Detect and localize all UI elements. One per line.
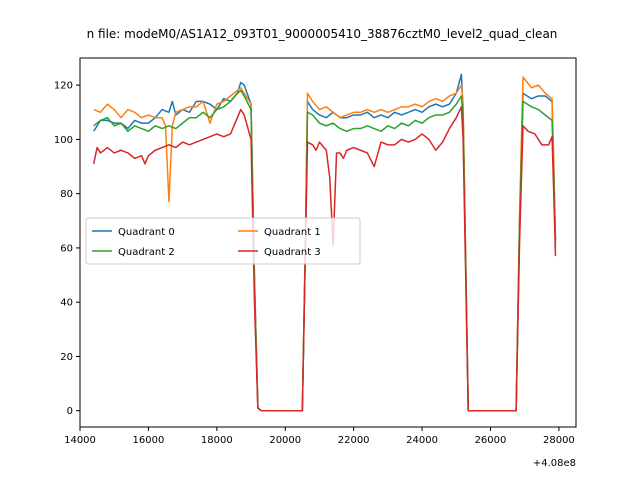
legend-items: Quadrant 0 Quadrant 1 Quadrant 2 Quadrant 3 bbox=[92, 227, 321, 258]
series-line-quadrant-3 bbox=[92, 106, 557, 412]
y-tick-label: 80 bbox=[60, 189, 73, 200]
x-axis: 14000 16000 18000 20000 22000 24000 26000 28000 bbox=[64, 427, 575, 446]
y-tick-label: 100 bbox=[54, 135, 73, 146]
legend-label: Quadrant 1 bbox=[264, 227, 321, 238]
plot-area bbox=[79, 57, 577, 428]
x-tick-label: 24000 bbox=[406, 435, 438, 446]
x-tick-label: 20000 bbox=[269, 435, 301, 446]
y-tick-label: 120 bbox=[54, 81, 73, 92]
x-tick-label: 26000 bbox=[475, 435, 507, 446]
x-axis-offset-label: +4.08e8 bbox=[533, 458, 576, 469]
y-tick-label: 40 bbox=[60, 298, 73, 309]
x-tick-label: 14000 bbox=[64, 435, 96, 446]
legend: Quadrant 0 Quadrant 1 Quadrant 2 Quadrant 3 bbox=[85, 217, 361, 265]
legend-label: Quadrant 2 bbox=[118, 247, 175, 258]
legend-label: Quadrant 0 bbox=[118, 227, 175, 238]
x-tick-label: 18000 bbox=[201, 435, 233, 446]
x-tick-label: 22000 bbox=[338, 435, 370, 446]
legend-frame bbox=[85, 217, 361, 265]
chart-title: n file: modeM0/AS1A12_093T01_9000005410_… bbox=[87, 27, 558, 41]
y-tick-label: 0 bbox=[67, 406, 73, 417]
legend-label: Quadrant 3 bbox=[264, 247, 321, 258]
x-tick-label: 16000 bbox=[133, 435, 165, 446]
series-layer bbox=[92, 73, 557, 412]
y-axis: 0 20 40 60 80 100 120 bbox=[54, 81, 80, 417]
y-tick-label: 60 bbox=[60, 243, 73, 254]
x-tick-label: 28000 bbox=[543, 435, 575, 446]
y-tick-label: 20 bbox=[60, 352, 73, 363]
plot-frame bbox=[79, 57, 577, 428]
